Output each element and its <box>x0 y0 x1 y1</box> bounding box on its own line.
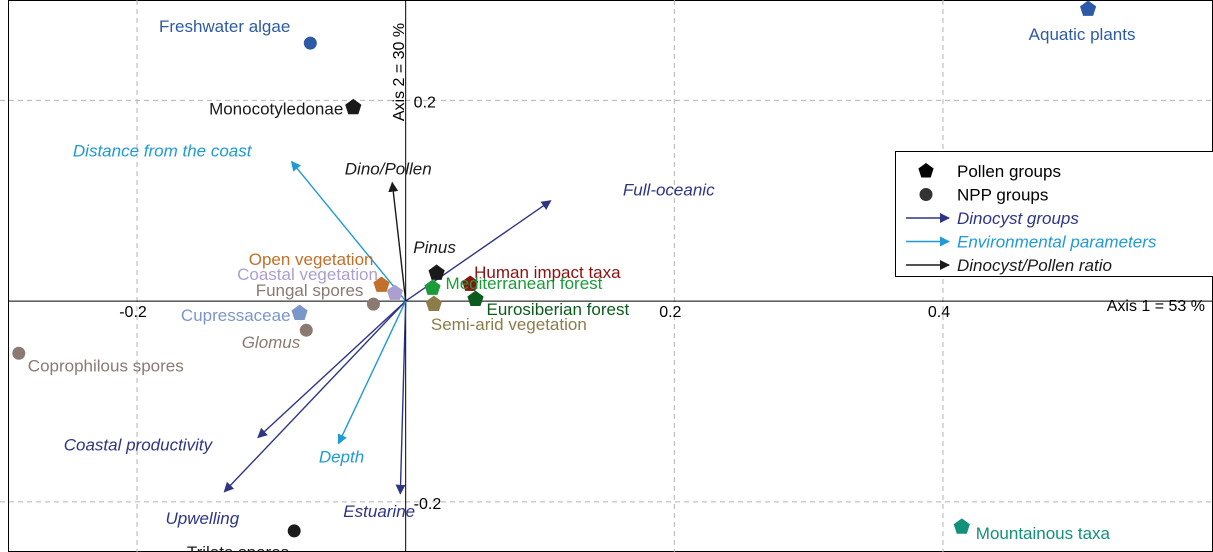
freshwater-algae-label: Freshwater algae <box>159 17 290 36</box>
glomus-label: Glomus <box>242 333 301 352</box>
biplot-arrows <box>223 160 552 495</box>
coastal-productivity-arrow <box>257 300 407 439</box>
pinus-point <box>428 264 445 280</box>
y-axis-title: Axis 2 = 30 % <box>391 23 408 121</box>
data-points <box>12 0 1097 538</box>
semi-arid-vegetation-point <box>425 295 442 311</box>
human-impact-taxa-label: Human impact taxa <box>474 263 621 282</box>
coastal-vegetation-point <box>386 284 403 300</box>
mediterranean-forest-point <box>424 279 441 295</box>
semi-arid-vegetation-label: Semi-arid vegetation <box>431 315 587 334</box>
coastal-vegetation-label: Coastal vegetation <box>237 265 378 284</box>
tick-labels: -0.2 0.2 0.4 0.2 -0.2 <box>119 94 950 512</box>
aquatic-plants-label: Aquatic plants <box>1029 25 1136 44</box>
estuarine-arrow <box>395 301 407 495</box>
x-tick-label: 0.2 <box>659 304 681 321</box>
distance-from-the-coast-arrow <box>290 160 407 302</box>
mountainous-taxa-point <box>953 518 970 534</box>
trilete-spores-label: Trilete spores <box>187 543 289 552</box>
dino-pollen-label: Dino/Pollen <box>345 160 432 179</box>
aquatic-plants-point <box>1080 0 1097 16</box>
open-vegetation-point <box>373 276 390 292</box>
depth-arrow <box>337 300 407 445</box>
x-axis-title: Axis 1 = 53 % <box>1107 298 1205 315</box>
legend-environmental-parameters-label: Environmental parameters <box>957 233 1157 252</box>
y-tick-label: -0.2 <box>414 496 442 513</box>
freshwater-algae-point <box>303 36 317 50</box>
fungal-spores-label: Fungal spores <box>256 281 364 300</box>
legend-npp-groups-symbol <box>919 188 933 201</box>
mountainous-taxa-label: Mountainous taxa <box>976 524 1111 543</box>
upwelling-label: Upwelling <box>165 509 239 528</box>
coprophilous-spores-point <box>12 346 26 360</box>
upwelling-arrow <box>223 300 407 493</box>
legend-pollen-groups-symbol <box>918 163 934 178</box>
x-tick-label: -0.2 <box>119 304 147 321</box>
legend-dinocyst-pollen-ratio-label: Dinocyst/Pollen ratio <box>957 256 1112 275</box>
open-vegetation-label: Open vegetation <box>249 250 374 269</box>
cupressaceae-point <box>291 304 308 320</box>
pinus-label: Pinus <box>413 238 456 257</box>
monocotyledonae-point <box>345 98 362 115</box>
coprophilous-spores-label: Coprophilous spores <box>28 356 184 375</box>
monocotyledonae-label: Monocotyledonae <box>209 99 343 118</box>
zero-axes <box>8 0 1213 552</box>
legend-pollen-groups-label: Pollen groups <box>957 162 1061 181</box>
estuarine-label: Estuarine <box>343 502 415 521</box>
x-tick-label: 0.4 <box>928 304 950 321</box>
coastal-productivity-label: Coastal productivity <box>64 436 214 455</box>
eurosiberian-forest-label: Eurosiberian forest <box>487 300 630 319</box>
cupressaceae-label: Cupressaceae <box>181 306 291 325</box>
fungal-spores-point <box>366 297 380 311</box>
human-impact-taxa-point <box>462 275 479 291</box>
glomus-point <box>299 323 313 337</box>
y-tick-label: 0.2 <box>414 94 436 111</box>
mediterranean-forest-label: Mediterranean forest <box>446 274 603 293</box>
point-labels: Full-oceanic Coastal productivity Upwellin… <box>28 17 1136 552</box>
full-oceanic-label: Full-oceanic <box>623 181 715 200</box>
legend: Pollen groups NPP groups Dinocyst groups En… <box>895 151 1213 277</box>
depth-label: Depth <box>319 448 364 467</box>
legend-items: Pollen groups NPP groups Dinocyst groups En… <box>906 162 1157 275</box>
legend-npp-groups-label: NPP groups <box>957 186 1048 205</box>
distance-from-the-coast-label: Distance from the coast <box>73 142 253 161</box>
dino-pollen-arrow <box>388 181 407 302</box>
trilete-spores-point <box>287 524 301 538</box>
eurosiberian-forest-point <box>467 290 484 306</box>
legend-dinocyst-groups-label: Dinocyst groups <box>957 209 1079 228</box>
